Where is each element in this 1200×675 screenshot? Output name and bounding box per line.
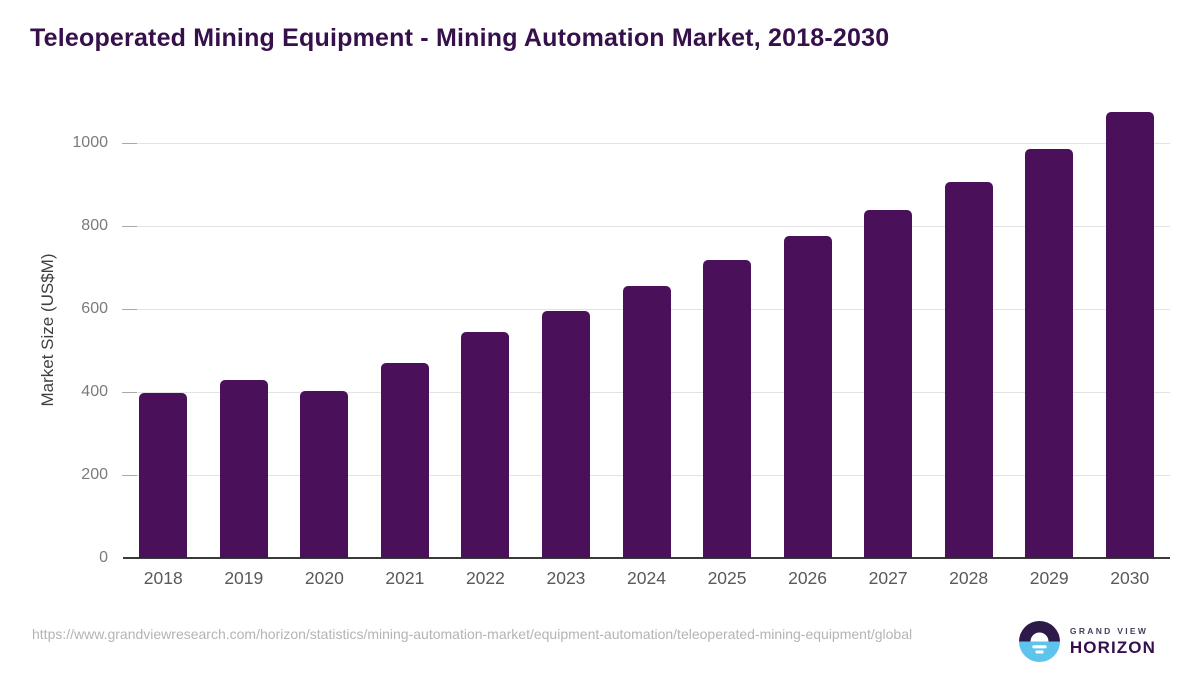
bar-2025[interactable] [703, 259, 752, 558]
bar-2028[interactable] [944, 181, 993, 558]
x-tick-label: 2029 [1029, 568, 1069, 588]
bar-2024[interactable] [622, 286, 671, 558]
x-tick-label: 2025 [707, 568, 747, 588]
y-axis-title: Market Size (US$M) [38, 253, 57, 407]
x-tick-label: 2023 [546, 568, 586, 588]
x-tick-label: 2027 [868, 568, 908, 588]
y-tick-label: 0 [99, 549, 108, 566]
y-tick-label: 1000 [72, 134, 108, 152]
chart-title: Teleoperated Mining Equipment - Mining A… [30, 24, 890, 52]
plot-area: 0 200 400 600 800 1000 2018 2019 2020 2021 2022 202… [72, 100, 1170, 588]
x-tick-label: 2018 [143, 568, 183, 588]
y-tick-label: 400 [81, 383, 108, 401]
y-tick-label: 200 [81, 466, 108, 484]
gridline [123, 143, 1170, 145]
x-tick-label: 2030 [1110, 568, 1150, 588]
logo-grand-view-label: GRAND VIEW [1069, 625, 1149, 636]
grand-view-horizon-logo: GRAND VIEW HORIZON [1018, 621, 1156, 662]
x-tick-label: 2019 [224, 568, 264, 588]
bar-2027[interactable] [864, 209, 913, 558]
x-tick-label: 2028 [949, 568, 989, 588]
y-axis-tick [122, 309, 137, 311]
bar-2018[interactable] [139, 392, 188, 558]
y-axis-tick [122, 143, 137, 145]
bar-2029[interactable] [1025, 148, 1074, 558]
y-tick-label: 800 [81, 217, 108, 235]
bar-2021[interactable] [380, 363, 429, 558]
gridline [123, 226, 1170, 228]
bar-2022[interactable] [461, 331, 510, 558]
y-axis-tick [122, 226, 137, 228]
bar-2023[interactable] [541, 310, 590, 558]
bar-2026[interactable] [783, 235, 832, 558]
x-tick-label: 2021 [385, 568, 425, 588]
source-url: https://www.grandviewresearch.com/horizo… [32, 626, 913, 642]
bar-2030[interactable] [1105, 111, 1154, 558]
x-axis-line [123, 557, 1170, 559]
logo-text: GRAND VIEW HORIZON [1070, 626, 1156, 658]
bar-2020[interactable] [300, 390, 349, 558]
y-tick-label: 600 [81, 300, 108, 318]
x-tick-label: 2024 [627, 568, 666, 588]
logo-horizon-label: HORIZON [1069, 637, 1156, 657]
bar-2019[interactable] [219, 380, 268, 558]
x-tick-label: 2022 [465, 568, 505, 588]
y-axis-tick [122, 475, 137, 477]
y-axis-tick [122, 392, 137, 394]
horizon-sun-icon [1018, 621, 1060, 662]
x-tick-label: 2026 [788, 568, 828, 588]
x-tick-label: 2020 [304, 568, 344, 588]
